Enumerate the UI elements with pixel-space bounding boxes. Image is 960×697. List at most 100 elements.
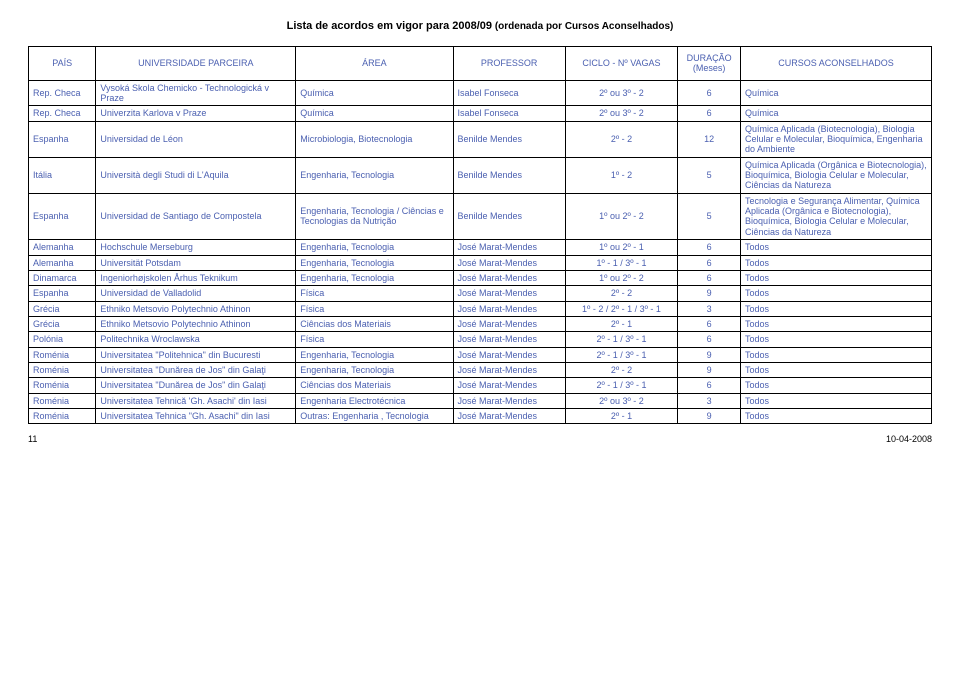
cell-prof: José Marat-Mendes bbox=[453, 378, 565, 393]
cell-pais: Roménia bbox=[29, 378, 96, 393]
page-title-sub: (ordenada por Cursos Aconselhados) bbox=[492, 21, 673, 32]
cell-area: Engenharia Electrotécnica bbox=[296, 393, 453, 408]
cell-cursos: Todos bbox=[741, 362, 932, 377]
cell-dur: 6 bbox=[678, 316, 741, 331]
cell-area: Física bbox=[296, 286, 453, 301]
cell-area: Química bbox=[296, 80, 453, 106]
cell-dur: 6 bbox=[678, 240, 741, 255]
page-footer: 11 10-04-2008 bbox=[28, 434, 932, 444]
cell-ciclo: 2º ou 3º - 2 bbox=[565, 393, 677, 408]
table-row: RoméniaUniversitatea Tehnica "Gh. Asachi… bbox=[29, 408, 932, 423]
cell-cursos: Todos bbox=[741, 347, 932, 362]
table-row: AlemanhaUniversität PotsdamEngenharia, T… bbox=[29, 255, 932, 270]
table-body: Rep. ChecaVysoká Skola Chemicko - Techno… bbox=[29, 80, 932, 424]
cell-dur: 9 bbox=[678, 286, 741, 301]
cell-univ: Universidad de Léon bbox=[96, 121, 296, 157]
agreements-table: PAÍS UNIVERSIDADE PARCEIRA ÁREA PROFESSO… bbox=[28, 46, 932, 424]
cell-ciclo: 2º - 2 bbox=[565, 362, 677, 377]
cell-area: Engenharia, Tecnologia / Ciências e Tecn… bbox=[296, 193, 453, 239]
cell-ciclo: 1º - 1 / 3º - 1 bbox=[565, 255, 677, 270]
page-title: Lista de acordos em vigor para 2008/09 (… bbox=[28, 20, 932, 32]
table-row: DinamarcaIngeniorhøjskolen Århus Tekniku… bbox=[29, 270, 932, 285]
table-row: RoméniaUniversitatea "Dunărea de Jos" di… bbox=[29, 362, 932, 377]
cell-univ: Universität Potsdam bbox=[96, 255, 296, 270]
cell-univ: Universitatea "Politehnica" din Bucurest… bbox=[96, 347, 296, 362]
cell-dur: 6 bbox=[678, 80, 741, 106]
cell-area: Física bbox=[296, 301, 453, 316]
header-dur: DURAÇÃO (Meses) bbox=[678, 47, 741, 81]
cell-prof: José Marat-Mendes bbox=[453, 362, 565, 377]
cell-pais: Grécia bbox=[29, 316, 96, 331]
cell-prof: José Marat-Mendes bbox=[453, 332, 565, 347]
cell-univ: Ethniko Metsovio Polytechnio Athinon bbox=[96, 316, 296, 331]
cell-univ: Ingeniorhøjskolen Århus Teknikum bbox=[96, 270, 296, 285]
cell-pais: Espanha bbox=[29, 121, 96, 157]
table-row: EspanhaUniversidad de Santiago de Compos… bbox=[29, 193, 932, 239]
cell-prof: José Marat-Mendes bbox=[453, 255, 565, 270]
cell-univ: Universitatea "Dunărea de Jos" din Galaţ… bbox=[96, 362, 296, 377]
cell-ciclo: 1º ou 2º - 2 bbox=[565, 193, 677, 239]
cell-dur: 6 bbox=[678, 378, 741, 393]
cell-prof: Benilde Mendes bbox=[453, 157, 565, 193]
cell-univ: Univerzita Karlova v Praze bbox=[96, 106, 296, 121]
header-univ: UNIVERSIDADE PARCEIRA bbox=[96, 47, 296, 81]
cell-area: Outras: Engenharia , Tecnologia bbox=[296, 408, 453, 423]
header-area: ÁREA bbox=[296, 47, 453, 81]
table-row: EspanhaUniversidad de ValladolidFísicaJo… bbox=[29, 286, 932, 301]
cell-cursos: Química Aplicada (Orgânica e Biotecnolog… bbox=[741, 157, 932, 193]
table-row: RoméniaUniversitatea "Dunărea de Jos" di… bbox=[29, 378, 932, 393]
cell-area: Ciências dos Materiais bbox=[296, 316, 453, 331]
cell-ciclo: 2º - 2 bbox=[565, 286, 677, 301]
cell-ciclo: 2º ou 3º - 2 bbox=[565, 80, 677, 106]
cell-prof: José Marat-Mendes bbox=[453, 347, 565, 362]
header-pais: PAÍS bbox=[29, 47, 96, 81]
header-ciclo: CICLO - Nº VAGAS bbox=[565, 47, 677, 81]
footer-page-number: 11 bbox=[28, 434, 37, 444]
cell-pais: Roménia bbox=[29, 393, 96, 408]
cell-ciclo: 2º - 1 / 3º - 1 bbox=[565, 347, 677, 362]
cell-pais: Alemanha bbox=[29, 240, 96, 255]
cell-cursos: Química Aplicada (Biotecnologia), Biolog… bbox=[741, 121, 932, 157]
cell-cursos: Todos bbox=[741, 408, 932, 423]
cell-cursos: Todos bbox=[741, 270, 932, 285]
cell-area: Ciências dos Materiais bbox=[296, 378, 453, 393]
cell-dur: 12 bbox=[678, 121, 741, 157]
cell-dur: 6 bbox=[678, 270, 741, 285]
cell-cursos: Todos bbox=[741, 378, 932, 393]
cell-area: Microbiologia, Biotecnologia bbox=[296, 121, 453, 157]
cell-prof: Benilde Mendes bbox=[453, 121, 565, 157]
cell-prof: José Marat-Mendes bbox=[453, 240, 565, 255]
cell-dur: 3 bbox=[678, 393, 741, 408]
cell-area: Engenharia, Tecnologia bbox=[296, 362, 453, 377]
cell-pais: Alemanha bbox=[29, 255, 96, 270]
cell-dur: 5 bbox=[678, 157, 741, 193]
cell-prof: Isabel Fonseca bbox=[453, 106, 565, 121]
cell-pais: Roménia bbox=[29, 362, 96, 377]
table-row: Rep. ChecaUniverzita Karlova v PrazeQuím… bbox=[29, 106, 932, 121]
cell-pais: Polónia bbox=[29, 332, 96, 347]
cell-ciclo: 2º ou 3º - 2 bbox=[565, 106, 677, 121]
cell-prof: José Marat-Mendes bbox=[453, 270, 565, 285]
header-prof: PROFESSOR bbox=[453, 47, 565, 81]
header-row: PAÍS UNIVERSIDADE PARCEIRA ÁREA PROFESSO… bbox=[29, 47, 932, 81]
cell-cursos: Todos bbox=[741, 301, 932, 316]
cell-univ: Hochschule Merseburg bbox=[96, 240, 296, 255]
cell-univ: Universitatea Tehnică 'Gh. Asachi' din I… bbox=[96, 393, 296, 408]
cell-ciclo: 2º - 1 / 3º - 1 bbox=[565, 332, 677, 347]
cell-prof: Isabel Fonseca bbox=[453, 80, 565, 106]
cell-ciclo: 1º ou 2º - 2 bbox=[565, 270, 677, 285]
cell-cursos: Todos bbox=[741, 255, 932, 270]
cell-pais: Itália bbox=[29, 157, 96, 193]
cell-prof: José Marat-Mendes bbox=[453, 408, 565, 423]
cell-dur: 6 bbox=[678, 332, 741, 347]
cell-area: Engenharia, Tecnologia bbox=[296, 347, 453, 362]
cell-univ: Università degli Studi di L'Aquila bbox=[96, 157, 296, 193]
cell-prof: José Marat-Mendes bbox=[453, 286, 565, 301]
cell-dur: 3 bbox=[678, 301, 741, 316]
cell-cursos: Todos bbox=[741, 393, 932, 408]
cell-cursos: Química bbox=[741, 80, 932, 106]
cell-univ: Politechnika Wroclawska bbox=[96, 332, 296, 347]
table-row: GréciaEthniko Metsovio Polytechnio Athin… bbox=[29, 316, 932, 331]
cell-cursos: Todos bbox=[741, 332, 932, 347]
cell-pais: Roménia bbox=[29, 408, 96, 423]
